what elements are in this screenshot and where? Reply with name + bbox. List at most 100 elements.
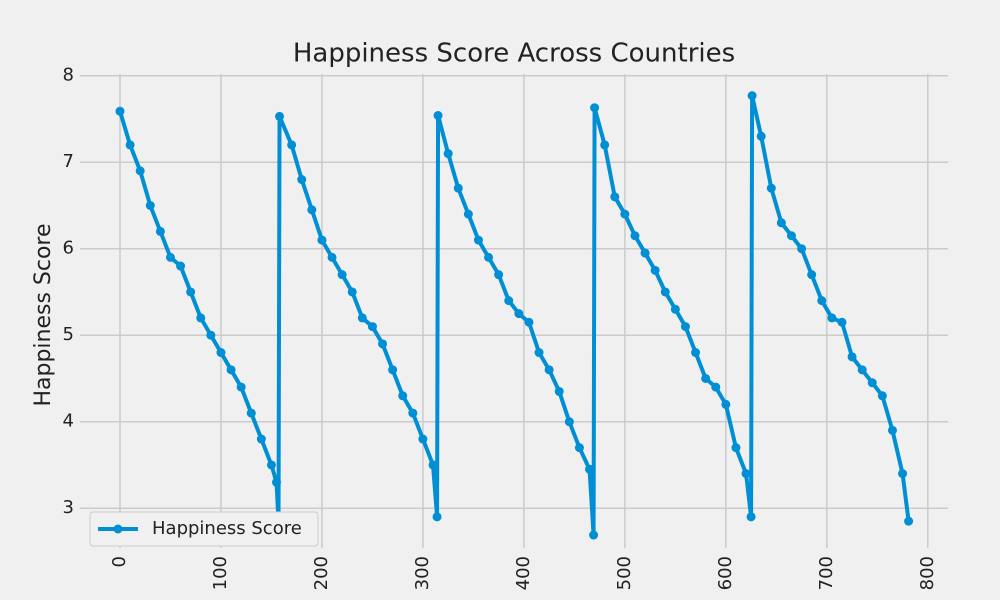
point [473,235,483,245]
point [807,270,817,280]
point [216,348,226,358]
point [544,365,554,375]
point [564,417,574,427]
point [857,365,867,375]
x-tick-label: 700 [816,556,837,590]
point [347,287,357,297]
point [904,516,914,526]
point [590,103,600,113]
point [650,265,660,275]
x-tick-label: 500 [614,556,635,590]
x-tick-label: 200 [311,556,332,590]
point [600,140,610,150]
point [145,200,155,210]
y-tick-label: 7 [63,151,74,172]
point [275,111,285,121]
point [378,339,388,349]
legend: Happiness Score [89,511,319,547]
point [408,408,418,418]
point [388,365,398,375]
point [691,348,701,358]
point [453,183,463,193]
point [589,530,599,540]
point [165,252,175,262]
point [317,235,327,245]
point [797,244,807,254]
point [746,512,756,522]
y-tick-label: 6 [63,238,74,259]
point [660,287,670,297]
point [534,348,544,358]
x-tick-label: 0 [109,556,130,567]
point [176,261,186,271]
y-tick-label: 3 [63,497,74,518]
point [867,378,877,388]
point [504,296,514,306]
chart-title: Happiness Score Across Countries [293,39,735,69]
y-axis-label: Happiness Score [31,223,56,406]
point [398,391,408,401]
point [721,399,731,409]
point [367,322,377,332]
point [246,408,256,418]
x-tick-label: 600 [715,556,736,590]
point [236,382,246,392]
point [574,443,584,453]
point [297,175,307,185]
point [701,373,711,383]
series-line [118,93,911,538]
point [155,226,165,236]
point [266,460,276,470]
point [428,460,438,470]
point [272,477,282,487]
point [206,330,216,340]
point [432,512,442,522]
point [357,313,367,323]
point [766,183,776,193]
point [630,231,640,241]
point [837,317,847,327]
point [827,313,837,323]
point [711,382,721,392]
point [256,434,266,444]
point [327,252,337,262]
point [115,106,125,116]
x-tick-label: 100 [210,556,231,590]
point [463,209,473,219]
point [494,270,504,280]
point [786,231,796,241]
y-tick-label: 5 [63,324,74,345]
point [898,469,908,479]
point [186,287,196,297]
point [741,469,751,479]
legend-label: Happiness Score [152,518,302,539]
point [337,270,347,280]
point [620,209,630,219]
y-tick-label: 4 [63,411,74,432]
point [433,111,443,121]
point [524,317,534,327]
point [307,205,317,215]
point [484,252,494,262]
point [640,248,650,258]
point [287,140,297,150]
point [514,309,524,319]
point [680,322,690,332]
point [196,313,206,323]
point [585,464,595,474]
point [610,192,620,202]
point [670,304,680,314]
point [554,386,564,396]
y-tick-label: 8 [63,65,74,86]
point [747,91,757,101]
point [756,131,766,141]
point [776,218,786,228]
point [877,391,887,401]
x-tick-label: 400 [513,556,534,590]
point [135,166,145,176]
legend-box [89,511,319,547]
x-tick-label: 800 [917,556,938,590]
point [125,140,135,150]
